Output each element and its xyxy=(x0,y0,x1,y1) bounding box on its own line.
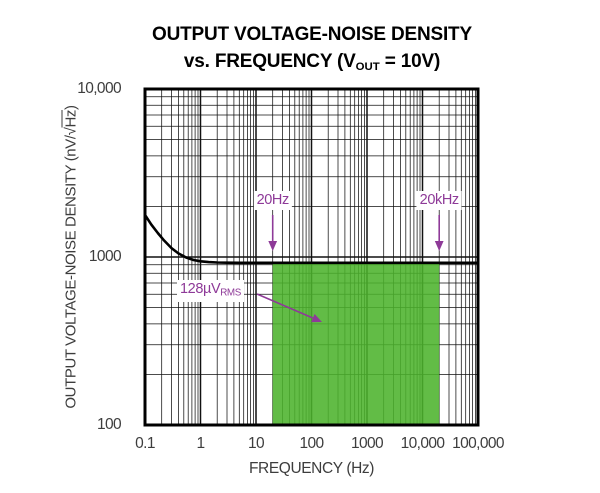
chart-title-line2: vs. FREQUENCY (VOUT = 10V) xyxy=(183,51,441,74)
annotation-128uvrms: 128µVRMS xyxy=(177,280,244,303)
annotation-20hz: 20Hz xyxy=(253,191,292,210)
y-axis-title: OUTPUT VOLTAGE-NOISE DENSITY (nV/√Hz) xyxy=(62,105,80,409)
y-tick-label-1000: 1000 xyxy=(88,248,122,265)
annotation-20khz: 20kHz xyxy=(416,191,462,210)
x-tick-label-1000: 1000 xyxy=(350,435,384,452)
highlight-region xyxy=(272,262,440,425)
chart-title-line1: OUTPUT VOLTAGE-NOISE DENSITY xyxy=(152,24,472,45)
x-tick-label-10: 10 xyxy=(247,435,265,452)
x-tick-label-0.1: 0.1 xyxy=(135,435,155,452)
noise-curve xyxy=(143,213,480,265)
x-tick-label-100,000: 100,000 xyxy=(452,435,504,452)
x-tick-label-10,000: 10,000 xyxy=(400,435,445,452)
y-tick-label-10,000: 10,000 xyxy=(77,80,121,97)
y-tick-label-100: 100 xyxy=(96,416,122,433)
x-tick-label-100: 100 xyxy=(299,435,324,452)
x-tick-label-1: 1 xyxy=(196,435,205,452)
x-axis-title: FREQUENCY (Hz) xyxy=(248,460,374,477)
chart-title: OUTPUT VOLTAGE-NOISE DENSITY vs. FREQUEN… xyxy=(20,21,600,81)
